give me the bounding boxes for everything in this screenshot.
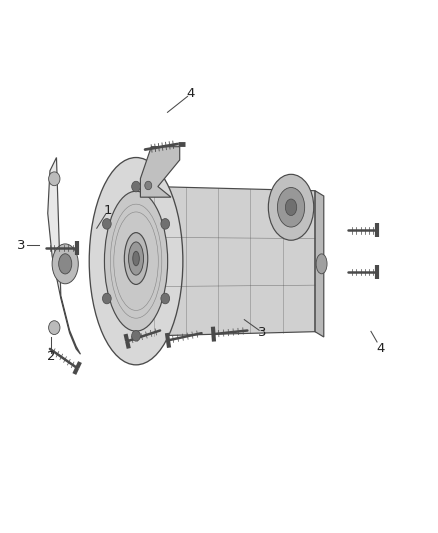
- Ellipse shape: [128, 242, 144, 275]
- Polygon shape: [141, 147, 180, 197]
- Circle shape: [132, 181, 141, 192]
- Ellipse shape: [59, 254, 72, 274]
- Text: 2: 2: [47, 350, 55, 364]
- Circle shape: [145, 181, 152, 190]
- Ellipse shape: [104, 191, 168, 331]
- Circle shape: [49, 172, 60, 185]
- Circle shape: [132, 330, 141, 341]
- Ellipse shape: [52, 244, 78, 284]
- Ellipse shape: [277, 188, 305, 227]
- Circle shape: [161, 219, 170, 229]
- Text: 3: 3: [258, 326, 267, 340]
- Circle shape: [102, 219, 111, 229]
- Circle shape: [102, 293, 111, 304]
- Text: 4: 4: [187, 87, 195, 100]
- Text: 1: 1: [103, 204, 112, 217]
- Circle shape: [161, 293, 170, 304]
- Polygon shape: [315, 191, 324, 337]
- Text: 3: 3: [18, 239, 26, 252]
- Polygon shape: [48, 158, 81, 354]
- Text: 4: 4: [376, 342, 385, 356]
- Ellipse shape: [316, 254, 327, 274]
- Ellipse shape: [124, 232, 148, 285]
- Ellipse shape: [286, 199, 297, 215]
- Ellipse shape: [89, 158, 183, 365]
- Polygon shape: [153, 187, 315, 336]
- Ellipse shape: [268, 174, 314, 240]
- Circle shape: [49, 321, 60, 335]
- Ellipse shape: [133, 251, 139, 266]
